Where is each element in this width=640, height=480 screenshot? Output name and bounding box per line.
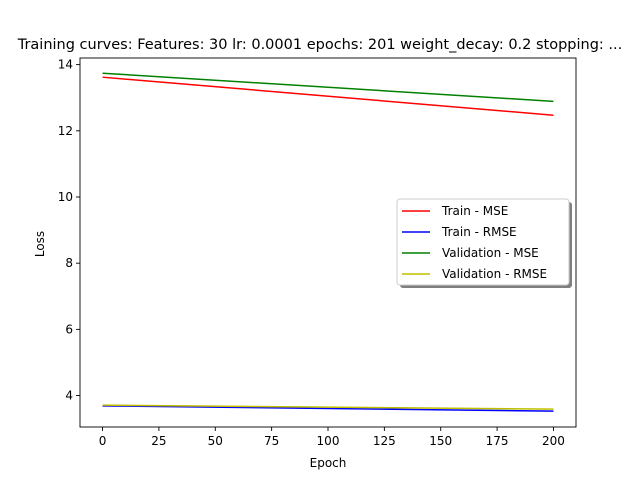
x-axis-label: Epoch <box>310 456 347 470</box>
y-tick-label-4: 12 <box>58 124 73 138</box>
legend-box <box>396 198 570 286</box>
series-line-3 <box>102 404 554 410</box>
legend-label-2: Validation - MSE <box>442 246 539 260</box>
y-tick-label-1: 6 <box>65 322 73 336</box>
y-axis-label: Loss <box>33 231 47 257</box>
legend-label-3: Validation - RMSE <box>442 267 547 281</box>
legend: Train - MSE Train - RMSE Validation - MSE V… <box>396 198 572 288</box>
x-tick-label-8: 200 <box>542 434 565 448</box>
y-tick-label-0: 4 <box>65 389 73 403</box>
series-line-0 <box>102 76 554 116</box>
y-tick-label-5: 14 <box>58 58 73 72</box>
axes-group: 0 25 50 75 100 125 150 175 200 4 6 8 10 12 14 <box>58 58 565 448</box>
x-tick-label-7: 175 <box>486 434 509 448</box>
x-tick-label-5: 125 <box>373 434 396 448</box>
x-tick-label-1: 25 <box>151 434 166 448</box>
series-group <box>102 72 554 412</box>
x-tick-label-0: 0 <box>99 434 107 448</box>
legend-label-0: Train - MSE <box>441 204 508 218</box>
x-tick-label-6: 150 <box>429 434 452 448</box>
y-tick-label-2: 8 <box>65 256 73 270</box>
series-line-1 <box>102 405 554 412</box>
chart-title: Training curves: Features: 30 lr: 0.0001… <box>17 37 623 53</box>
legend-label-1: Train - RMSE <box>441 225 517 239</box>
y-tick-label-3: 10 <box>58 190 73 204</box>
x-tick-label-3: 75 <box>264 434 279 448</box>
x-tick-label-2: 50 <box>208 434 223 448</box>
series-line-2 <box>102 72 554 103</box>
x-tick-label-4: 100 <box>317 434 340 448</box>
